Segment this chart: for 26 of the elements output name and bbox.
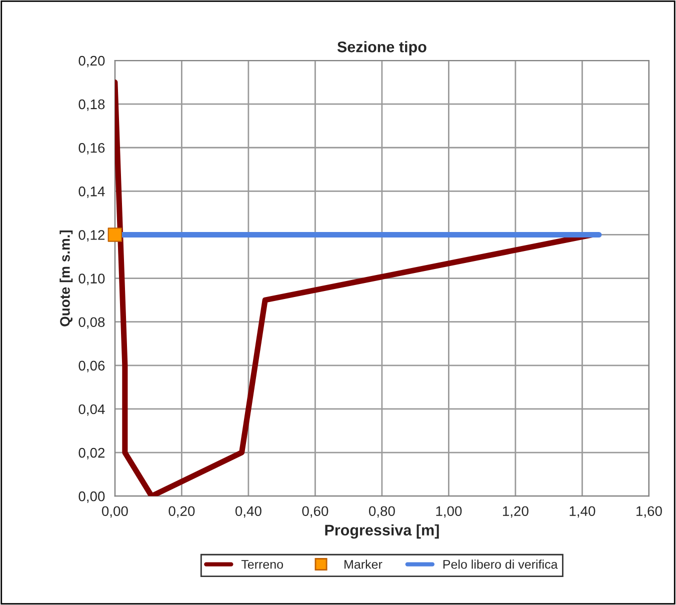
y-tick-label: 0,08 <box>78 317 105 329</box>
y-tick-label: 0,20 <box>78 56 105 68</box>
x-tick-label: 0,00 <box>102 506 128 518</box>
y-tick-label: 0,10 <box>78 274 105 286</box>
x-tick-label: 1,20 <box>502 506 528 518</box>
x-tick-label: 1,60 <box>636 506 662 518</box>
y-tick-label: 0,02 <box>78 448 105 460</box>
legend-label: Marker <box>344 560 382 569</box>
x-tick-label: 0,80 <box>368 506 395 518</box>
y-axis-title: Quote [m s.m.] <box>60 230 73 326</box>
x-tick-label: 1,40 <box>570 506 596 518</box>
x-tick-label: 0,40 <box>235 506 262 518</box>
legend-label: Terreno <box>241 560 283 569</box>
y-tick-label: 0,04 <box>78 404 105 416</box>
y-tick-label: 0,00 <box>78 491 105 503</box>
chart-title: Sezione tipo <box>337 41 426 56</box>
y-tick-label: 0,06 <box>78 360 105 372</box>
x-tick-label: 1,00 <box>436 506 462 518</box>
y-tick-label: 0,14 <box>78 186 105 198</box>
legend-label: Pelo libero di verifica <box>443 560 558 569</box>
x-tick-label: 0,60 <box>302 506 328 518</box>
x-axis-title: Progressiva [m] <box>325 524 439 539</box>
y-tick-label: 0,12 <box>78 230 105 242</box>
x-tick-label: 0,20 <box>168 506 195 518</box>
y-tick-label: 0,18 <box>78 99 105 111</box>
y-tick-label: 0,16 <box>78 142 105 154</box>
